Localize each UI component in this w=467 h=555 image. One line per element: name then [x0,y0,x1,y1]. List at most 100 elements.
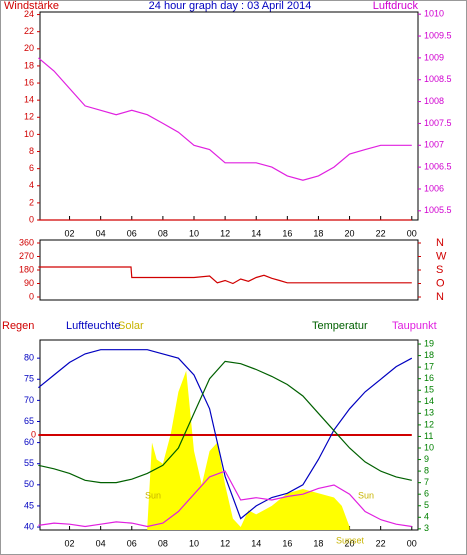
y-tick-label: 180 [19,264,34,274]
y-tick-label: 12 [24,112,34,122]
y-tick-label: 65 [24,416,34,426]
y-tick-label: 2 [29,197,34,207]
x-tick-label: 18 [313,538,323,548]
x-tick-label: 10 [189,538,199,548]
x-tick-label: 10 [189,228,199,238]
y-tick-label: 0 [29,291,34,301]
y-tick-label: 20 [24,43,34,53]
y2-tick-label: 13 [424,408,434,418]
y-tick-label: 360 [19,237,34,247]
y2-tick-label: 4 [424,512,429,522]
y-tick-label: 75 [24,374,34,384]
y2-tick-label: N [436,291,444,303]
y-tick-label: 14 [24,95,34,105]
y2-tick-label: 1005.5 [424,205,452,215]
legend-label: Taupunkt [392,320,437,332]
series-line [38,266,412,285]
y2-tick-label: 1009.5 [424,30,452,40]
y2-tick-label: O [436,277,445,289]
y-tick-label: 18 [24,60,34,70]
x-tick-label: 02 [65,538,75,548]
x-tick-label: 14 [251,538,261,548]
y-tick-label: 90 [24,278,34,288]
x-tick-label: 08 [158,228,168,238]
y-tick-label: 10 [24,129,34,139]
series-line [38,470,412,528]
x-tick-label: 04 [96,538,106,548]
annotation: Sunset [336,535,365,545]
x-tick-label: 06 [127,228,137,238]
y2-tick-label: 1007.5 [424,118,452,128]
x-tick-label: 20 [345,228,355,238]
y-tick-label: 8 [29,146,34,156]
y2-tick-label: 14 [424,396,434,406]
y-tick-label: 24 [24,9,34,19]
y2-tick-label: S [436,264,443,276]
y-tick-label: 45 [24,500,34,510]
y2-tick-label: 3 [424,523,429,533]
y-tick-label: 40 [24,521,34,531]
chart-title: 24 hour graph day : 03 April 2014 [149,0,312,12]
x-tick-label: 04 [96,228,106,238]
y2-tick-label: W [436,250,447,262]
x-tick-label: 20 [345,538,355,548]
legend-label: Solar [118,320,144,332]
y-tick-label: 80 [24,353,34,363]
y2-tick-label: 12 [424,419,434,429]
y-tick-label: 16 [24,77,34,87]
y2-tick-label: 7 [424,477,429,487]
series-line [38,57,412,181]
series-line [38,360,412,484]
y-tick-label: 60 [24,437,34,447]
y2-tick-label: 6 [424,489,429,499]
plot-area [39,239,419,301]
legend-label: Luftfeuchte [66,320,120,332]
y2-tick-label: 1006.5 [424,162,452,172]
y2-tick-label: 15 [424,385,434,395]
y2-tick-label: 5 [424,500,429,510]
x-tick-label: 16 [282,538,292,548]
legend-label: Temperatur [312,320,368,332]
y-tick-label: 22 [24,26,34,36]
y2-tick-label: 1006 [424,183,444,193]
y-tick-label: 4 [29,180,34,190]
x-tick-label: 02 [65,228,75,238]
y2-tick-label: 10 [424,442,434,452]
y2-tick-label: 9 [424,454,429,464]
y2-tick-label: 18 [424,350,434,360]
x-tick-label: 22 [376,538,386,548]
y2-tick-label: N [436,237,444,249]
y-tick-label: 50 [24,479,34,489]
x-tick-label: 00 [407,228,417,238]
y-tick-label: 270 [19,251,34,261]
y-tick-label: 0 [29,214,34,224]
y3-tick-label: 0 [31,429,36,439]
x-tick-label: 16 [282,228,292,238]
x-tick-label: 12 [220,228,230,238]
x-tick-label: 06 [127,538,137,548]
y-axis-label: Windstärke [4,0,59,12]
legend-label: Regen [2,320,34,332]
y2-tick-label: 1008.5 [424,74,452,84]
y2-tick-label: 1007 [424,140,444,150]
y2-tick-label: 1008 [424,96,444,106]
y2-tick-label: 11 [424,431,433,441]
x-tick-label: 18 [313,228,323,238]
x-tick-label: 08 [158,538,168,548]
y2-axis-label: Luftdruck [373,0,419,12]
plot-area [39,11,419,221]
x-tick-label: 00 [407,538,417,548]
x-tick-label: 14 [251,228,261,238]
y-tick-label: 55 [24,458,34,468]
x-tick-label: 12 [220,538,230,548]
x-tick-label: 22 [376,228,386,238]
y2-tick-label: 1010 [424,9,444,19]
annotation: Sun [358,490,374,500]
y-tick-label: 70 [24,395,34,405]
y2-tick-label: 8 [424,465,429,475]
y2-tick-label: 1009 [424,52,444,62]
series-line [38,349,413,520]
y2-tick-label: 19 [424,338,434,348]
annotation: Sun [145,490,161,500]
